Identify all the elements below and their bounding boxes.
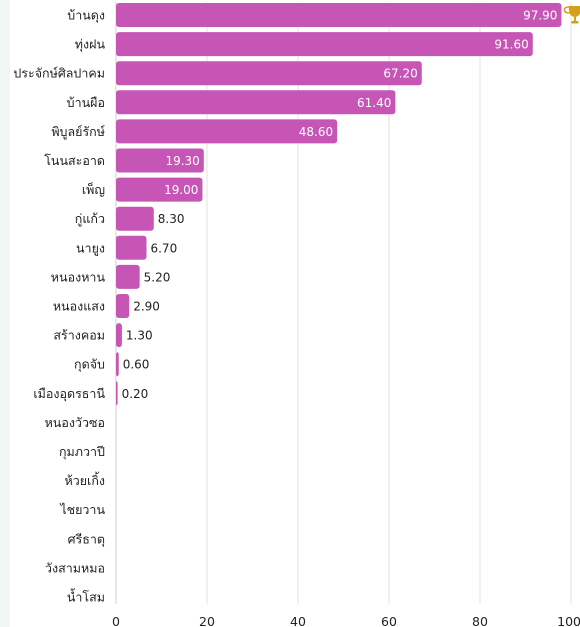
category-label: นายูง xyxy=(76,240,105,256)
bar xyxy=(116,90,396,115)
x-tick-label: 80 xyxy=(472,614,488,627)
value-label: 61.40 xyxy=(357,96,391,110)
category-label: บ้านดุง xyxy=(67,8,105,24)
x-tick-label: 0 xyxy=(112,614,120,627)
bar xyxy=(116,264,140,289)
category-label: ทุ่งฝน xyxy=(75,37,106,53)
bar xyxy=(116,381,118,406)
category-label: ศรีธาตุ xyxy=(68,531,105,547)
value-label: 67.20 xyxy=(383,67,417,81)
x-tick-label: 60 xyxy=(381,614,397,627)
value-label: 19.00 xyxy=(164,183,198,197)
bar xyxy=(116,206,154,231)
category-label: บ้านผือ xyxy=(67,95,105,110)
value-label: 19.30 xyxy=(165,154,199,168)
bar xyxy=(116,32,533,57)
category-label: หนองแสง xyxy=(53,299,105,314)
x-tick-label: 100 xyxy=(557,614,580,627)
value-label: 1.30 xyxy=(126,329,153,343)
bar xyxy=(116,3,562,27)
bar xyxy=(116,294,130,318)
category-label: เมืองอุดรธานี xyxy=(33,386,105,402)
value-label: 6.70 xyxy=(150,241,177,255)
left-edge-strip xyxy=(0,0,10,627)
bar xyxy=(116,235,147,260)
bar xyxy=(116,119,338,144)
category-label: ประจักษ์ศิลปาคม xyxy=(13,66,105,81)
category-label: หนองหาน xyxy=(51,269,106,284)
category-label: ห้วยเกิ้ง xyxy=(64,471,105,488)
value-label: 0.60 xyxy=(123,358,150,372)
category-label: สร้างคอม xyxy=(53,328,105,343)
category-label: พิบูลย์รักษ์ xyxy=(51,124,105,140)
x-tick-label: 20 xyxy=(199,614,215,627)
value-label: 8.30 xyxy=(158,212,185,226)
value-label: 0.20 xyxy=(122,387,149,401)
bar xyxy=(116,148,204,173)
category-label: ไชยวาน xyxy=(59,502,105,517)
value-label: 48.60 xyxy=(299,125,333,139)
bar xyxy=(116,352,119,377)
x-tick-label: 40 xyxy=(290,614,306,627)
category-label: กุมภวาปี xyxy=(59,444,105,460)
category-label: โนนสะอาด xyxy=(44,153,105,168)
category-label: เพ็ญ xyxy=(82,182,105,197)
category-label: กู่แก้ว xyxy=(75,211,105,227)
category-label: วังสามหมอ xyxy=(45,560,105,575)
value-label: 2.90 xyxy=(133,300,160,314)
bar xyxy=(116,323,122,348)
value-label: 97.90 xyxy=(523,9,557,23)
category-label: หนองวัวซอ xyxy=(45,415,105,430)
value-label: 5.20 xyxy=(144,270,171,284)
value-label: 91.60 xyxy=(494,38,528,52)
bar xyxy=(116,177,203,202)
trophy-icon xyxy=(563,6,580,24)
category-label: กุดจับ xyxy=(74,357,105,373)
bar xyxy=(116,61,422,86)
category-label: น้ำโสม xyxy=(67,588,105,605)
